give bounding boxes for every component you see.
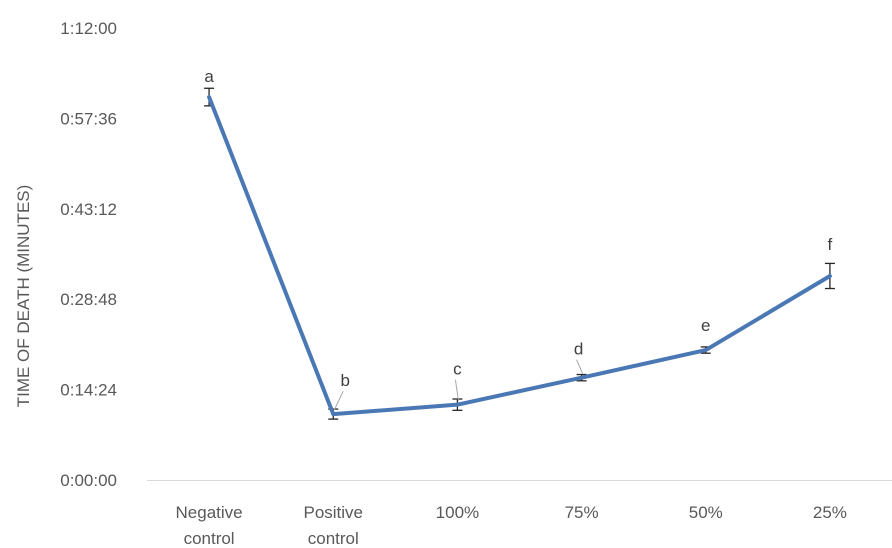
y-axis-label: TIME OF DEATH (MINUTES): [14, 185, 33, 408]
label-leader-line: [454, 379, 459, 401]
x-tick-label: 100%: [436, 503, 479, 522]
x-tick-label-line: 100%: [436, 503, 479, 522]
y-tick-label: 0:00:00: [60, 471, 117, 490]
point-labels: a b c d e f: [204, 67, 833, 411]
y-tick-label: 0:57:36: [60, 109, 117, 128]
error-bars: [204, 87, 835, 420]
x-tick-label: Negative control: [176, 503, 243, 548]
point-label: d: [574, 340, 583, 359]
x-tick-label: 25%: [813, 503, 847, 522]
point-label: f: [828, 235, 833, 254]
x-tick-label-line: 25%: [813, 503, 847, 522]
x-tick-label-line: control: [308, 529, 359, 548]
x-tick-label: 75%: [565, 503, 599, 522]
series-line: [207, 95, 832, 417]
label-leader-line: [576, 359, 584, 374]
point-label: e: [701, 316, 710, 335]
point-label: a: [204, 67, 214, 86]
label-leader-line: [333, 390, 344, 411]
x-tick-label: 50%: [689, 503, 723, 522]
y-tick-label: 0:14:24: [60, 381, 117, 400]
point-label: c: [453, 360, 462, 379]
y-tick-label: 0:43:12: [60, 200, 117, 219]
y-axis-ticks: 0:00:00 0:14:24 0:28:48 0:43:12 0:57:36 1:12:…: [60, 19, 117, 490]
x-tick-label: Positive control: [303, 503, 363, 548]
x-tick-label-line: Positive: [303, 503, 363, 522]
x-tick-label-line: 75%: [565, 503, 599, 522]
x-tick-label-line: control: [184, 529, 235, 548]
x-axis-ticks: Negative control Positive control 100% 75% 50%…: [176, 503, 847, 548]
y-tick-label: 0:28:48: [60, 290, 117, 309]
x-tick-label-line: 50%: [689, 503, 723, 522]
x-tick-label-line: Negative: [176, 503, 243, 522]
y-tick-label: 1:12:00: [60, 19, 117, 38]
point-label: b: [341, 371, 350, 390]
